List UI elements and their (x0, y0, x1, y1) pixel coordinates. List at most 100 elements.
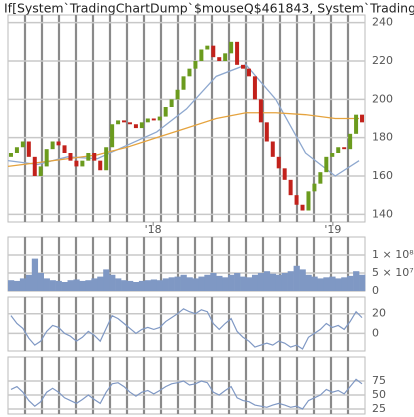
y-tick-label: 200 (372, 92, 393, 105)
candle (127, 122, 132, 125)
volume-bar (210, 273, 217, 291)
candle (348, 133, 353, 150)
panel (7, 14, 366, 223)
candle (14, 147, 19, 153)
volume-bar (192, 278, 199, 291)
candle (169, 99, 174, 107)
y-tick-label: 75 (372, 374, 386, 387)
candle (44, 149, 49, 167)
volume-bar (281, 273, 288, 291)
volume-bar (180, 274, 187, 291)
volume-bar (49, 280, 56, 291)
indicator-line (10, 378, 363, 410)
candle (157, 116, 162, 121)
candle (62, 145, 67, 153)
volume-bar (317, 278, 324, 291)
candle (8, 153, 13, 157)
candle (211, 45, 216, 58)
candle (92, 153, 97, 161)
candle (68, 153, 73, 161)
volume-bar (132, 282, 140, 291)
candle (50, 141, 55, 150)
volume-bar (240, 276, 247, 291)
volume-bar (85, 280, 92, 291)
volume-bar (299, 269, 306, 291)
candle (74, 160, 79, 167)
candle (264, 122, 269, 142)
panel (7, 296, 366, 352)
y-tick-label: 220 (372, 54, 393, 67)
candle (276, 156, 281, 169)
volume-bar (138, 280, 146, 291)
volume-bar (79, 280, 86, 291)
candle (360, 114, 365, 123)
candle (336, 147, 341, 153)
candle (330, 153, 335, 157)
candle (122, 120, 127, 123)
volume-bar (257, 273, 265, 291)
y-tick-label: 50 (372, 388, 386, 401)
volume-bar (335, 278, 342, 291)
volume-bar (127, 280, 134, 291)
candle (258, 99, 263, 123)
candle (235, 41, 240, 65)
volume-bar (31, 258, 39, 291)
candle (217, 57, 222, 61)
volume-bar (204, 274, 211, 291)
candle (139, 122, 144, 129)
volume-bar (168, 277, 175, 291)
volume-bar (61, 282, 68, 291)
volume-bar (222, 277, 229, 291)
candle (246, 68, 251, 77)
y-tick-label: 5 × 10⁷ (372, 266, 414, 279)
candle (300, 204, 305, 211)
volume-bar (216, 275, 223, 291)
y-tick-label: 140 (372, 207, 393, 220)
candle (282, 168, 287, 180)
volume-bar (311, 276, 318, 291)
y-tick-label: 160 (372, 169, 393, 182)
candle (181, 76, 186, 90)
moving-average (7, 112, 360, 168)
candle (324, 156, 329, 173)
volume-bar (162, 278, 169, 291)
volume-bar (293, 265, 300, 291)
volume-bar (156, 280, 163, 291)
candle (145, 118, 150, 123)
volume-bar (73, 279, 80, 291)
candle (175, 89, 180, 100)
candle (20, 141, 25, 148)
volume-bar (228, 274, 235, 291)
candle (86, 153, 91, 161)
volume-bar (19, 278, 27, 291)
volume-bar (55, 280, 62, 291)
volume-bar (234, 273, 241, 291)
volume-bar (25, 274, 33, 291)
candle (199, 49, 204, 61)
volume-bar (341, 277, 348, 291)
volume-bar (109, 274, 116, 291)
x-tick-label: '19 (324, 223, 341, 236)
volume-bar (347, 275, 354, 291)
candle (151, 118, 156, 121)
volume-bar (8, 280, 15, 291)
candle (80, 160, 85, 167)
y-tick-label: 180 (372, 131, 393, 144)
y-tick-label: 20 (372, 307, 386, 320)
candle (229, 41, 234, 54)
volume-bar (359, 274, 366, 291)
volume-bar (198, 276, 205, 291)
volume-bar (305, 274, 312, 291)
candle (306, 191, 311, 211)
candle (342, 147, 347, 150)
volume-bar (97, 276, 104, 291)
candle (241, 64, 246, 69)
volume-bar (323, 277, 330, 291)
volume-bar (43, 278, 50, 291)
candle (104, 147, 109, 171)
volume-bar (115, 278, 122, 291)
volume-bar (263, 271, 271, 291)
candle (26, 141, 31, 157)
volume-bar (121, 280, 128, 291)
